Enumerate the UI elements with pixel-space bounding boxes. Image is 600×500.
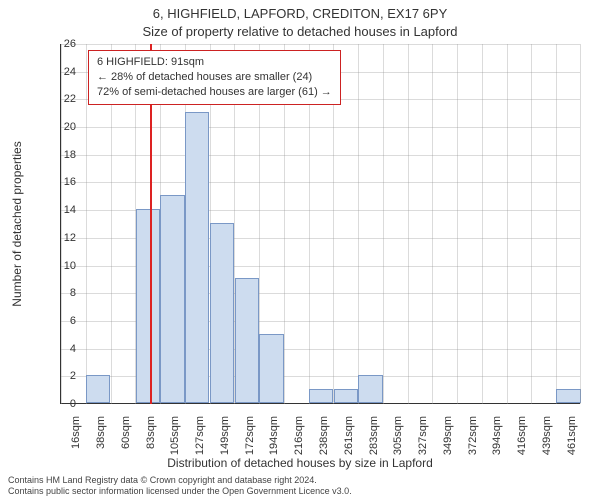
gridline-v <box>432 44 433 404</box>
gridline-v <box>383 44 384 404</box>
y-tick-label: 12 <box>42 232 76 244</box>
gridline-v <box>457 44 458 404</box>
x-axis-label: Distribution of detached houses by size … <box>0 456 600 470</box>
gridline-v <box>482 44 483 404</box>
y-tick-label: 10 <box>42 260 76 272</box>
chart-title-line1: 6, HIGHFIELD, LAPFORD, CREDITON, EX17 6P… <box>0 6 600 21</box>
histogram-bar <box>210 223 234 403</box>
histogram-bar <box>334 389 358 403</box>
gridline-h <box>61 127 580 128</box>
annotation-line: 6 HIGHFIELD: 91sqm <box>97 55 332 70</box>
histogram-bar <box>235 278 259 403</box>
y-tick-label: 14 <box>42 204 76 216</box>
y-tick-label: 16 <box>42 176 76 188</box>
y-tick-label: 2 <box>42 370 76 382</box>
gridline-v <box>507 44 508 404</box>
histogram-bar <box>358 375 382 403</box>
histogram-bar <box>136 209 160 403</box>
chart-container: 6, HIGHFIELD, LAPFORD, CREDITON, EX17 6P… <box>0 0 600 500</box>
y-tick-label: 4 <box>42 343 76 355</box>
gridline-v <box>408 44 409 404</box>
histogram-bar <box>185 112 209 403</box>
gridline-v <box>531 44 532 404</box>
histogram-bar <box>86 375 110 403</box>
footer-line1: Contains HM Land Registry data © Crown c… <box>8 475 352 485</box>
y-tick-label: 20 <box>42 121 76 133</box>
gridline-v <box>358 44 359 404</box>
gridline-h <box>61 182 580 183</box>
histogram-bar <box>259 334 283 403</box>
y-tick-label: 8 <box>42 287 76 299</box>
gridline-v <box>580 44 581 404</box>
histogram-bar <box>160 195 184 403</box>
annotation-box: 6 HIGHFIELD: 91sqm← 28% of detached hous… <box>88 50 341 105</box>
y-tick-label: 22 <box>42 93 76 105</box>
annotation-line: 72% of semi-detached houses are larger (… <box>97 85 332 100</box>
y-tick-label: 18 <box>42 149 76 161</box>
y-tick-label: 0 <box>42 398 76 410</box>
histogram-bar <box>309 389 333 403</box>
histogram-bar <box>556 389 580 403</box>
gridline-v <box>556 44 557 404</box>
footer-attribution: Contains HM Land Registry data © Crown c… <box>8 475 352 496</box>
gridline-h <box>61 155 580 156</box>
annotation-line: ← 28% of detached houses are smaller (24… <box>97 70 332 85</box>
footer-line2: Contains public sector information licen… <box>8 486 352 496</box>
y-tick-label: 6 <box>42 315 76 327</box>
y-tick-label: 24 <box>42 66 76 78</box>
chart-title-line2: Size of property relative to detached ho… <box>0 24 600 39</box>
gridline-v <box>86 44 87 404</box>
y-axis-label: Number of detached properties <box>10 141 24 306</box>
gridline-h <box>61 44 580 45</box>
y-tick-label: 26 <box>42 38 76 50</box>
